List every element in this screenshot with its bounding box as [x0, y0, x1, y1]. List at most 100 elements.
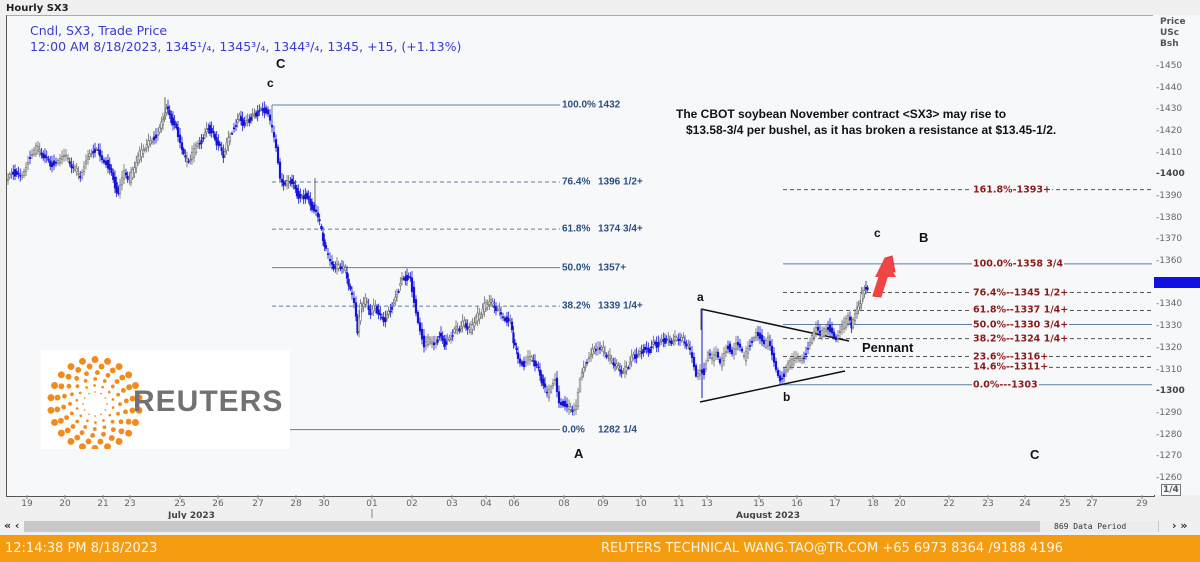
date-tick: 26: [212, 499, 224, 509]
fib-projection-label: 161.8%-1393+: [972, 184, 1052, 196]
fib-retracement-pct: 76.4%: [562, 176, 591, 188]
wave-label: B: [919, 230, 929, 245]
date-tick: 18: [867, 499, 879, 509]
date-tick: 22: [943, 499, 955, 509]
reuters-dots-icon: [47, 356, 143, 452]
fib-retracement-value: 1339 1/4+: [598, 300, 643, 312]
fib-projection-label: 0.0%---1303: [972, 379, 1039, 391]
date-tick: 23: [982, 499, 994, 509]
wave-label: c: [267, 76, 274, 90]
date-tick: 25: [174, 499, 186, 509]
fib-projection-label: 100.0%-1358 3/4: [972, 258, 1064, 270]
fib-retracement-value: 1432: [598, 99, 621, 111]
price-tick-1280: -1280: [1156, 429, 1183, 440]
fraction-toggle-button[interactable]: 1/4: [1161, 484, 1181, 496]
date-tick: 21: [97, 499, 109, 509]
axis-title-price: Price: [1160, 17, 1186, 27]
date-tick: 02: [406, 499, 418, 509]
date-tick: 29: [1136, 499, 1148, 509]
price-tick-1380: -1380: [1156, 212, 1183, 223]
date-tick: 03: [446, 499, 458, 509]
fib-projection-label: 76.4%--1345 1/2+: [972, 287, 1070, 299]
fib-retracement-pct: 61.8%: [562, 223, 591, 235]
analysis-note-line2: $13.58-3/4 per bushel, as it has broken …: [686, 123, 1057, 137]
price-tick-1330: -1330: [1156, 321, 1183, 332]
wave-label: b: [783, 390, 791, 404]
price-tick-1360: -1360: [1156, 256, 1183, 267]
fib-retracement-value: 1374 3/4+: [598, 223, 643, 235]
date-tick: 28: [290, 499, 302, 509]
date-tick: 19: [21, 499, 33, 509]
date-tick: 20: [894, 499, 906, 509]
scroll-thumb-data-period[interactable]: 869 Data Period: [1040, 521, 1158, 532]
price-tick-1270: -1270: [1156, 451, 1183, 462]
date-tick: 20: [59, 499, 71, 509]
fib-projection-label: 38.2%--1324 1/4+: [972, 333, 1070, 345]
date-tick: 13: [701, 499, 713, 509]
footer-timestamp: 12:14:38 PM 8/18/2023: [5, 541, 158, 556]
wave-label: C: [1030, 447, 1040, 462]
fib-projection-label: 23.6%--1316+: [972, 351, 1050, 362]
date-tick: 11: [673, 499, 685, 509]
price-tick-1290: -1290: [1156, 407, 1183, 418]
price-tick-1410: -1410: [1156, 147, 1183, 158]
pennant-label: Pennant: [862, 340, 914, 355]
month-label: July 2023: [168, 511, 215, 521]
date-tick: 06: [508, 499, 520, 509]
date-tick: 27: [252, 499, 264, 509]
wave-label: A: [574, 446, 584, 461]
price-tick-1440: -1440: [1156, 82, 1183, 93]
price-tick-1370: -1370: [1156, 234, 1183, 245]
scroll-left-buttons[interactable]: « ‹: [4, 519, 20, 532]
date-tick: 04: [480, 499, 492, 509]
price-tick-1390: -1390: [1156, 191, 1183, 202]
date-tick: 24: [1019, 499, 1031, 509]
axis-title-unit: USc: [1160, 28, 1180, 38]
date-tick: 30: [318, 499, 330, 509]
date-tick: 15: [753, 499, 765, 509]
footer-bar: 12:14:38 PM 8/18/2023 REUTERS TECHNICAL …: [0, 535, 1200, 562]
last-bar-readout: 12:00 AM 8/18/2023, 1345¹/₄, 1345³/₄, 13…: [30, 39, 462, 54]
fib-retracement-value: 1396 1/2+: [598, 176, 643, 188]
date-tick: 10: [635, 499, 647, 509]
window-title: Hourly SX3: [6, 3, 69, 14]
chart-series-label: Cndl, SX3, Trade Price: [30, 23, 168, 38]
date-tick: 01: [366, 499, 378, 509]
last-price-marker: [1154, 277, 1200, 288]
price-tick-1320: -1320: [1156, 342, 1183, 353]
footer-contact: REUTERS TECHNICAL WANG.TAO@TR.COM +65 69…: [601, 541, 1064, 556]
analysis-note-line1: The CBOT soybean November contract <SX3>…: [676, 107, 1007, 121]
price-tick-1450: -1450: [1156, 61, 1183, 71]
fib-projection-label: 14.6%--1311+: [972, 361, 1050, 373]
date-tick: 16: [791, 499, 803, 509]
price-tick-1430: -1430: [1156, 104, 1183, 115]
price-tick-1260: -1260: [1156, 472, 1183, 483]
wave-label: c: [874, 226, 881, 240]
fib-retracement-pct: 0.0%: [562, 424, 585, 436]
date-tick: 23: [124, 499, 136, 509]
fib-retracement-pct: 100.0%: [562, 99, 596, 111]
date-tick: 25: [1059, 499, 1071, 509]
price-tick-1420: -1420: [1156, 126, 1183, 137]
price-tick-1300: -1300: [1156, 386, 1185, 397]
reuters-logo: [41, 350, 290, 452]
axis-title-bushel: Bsh: [1160, 39, 1179, 49]
date-tick: 08: [558, 499, 570, 509]
price-tick-1400: -1400: [1156, 169, 1185, 180]
fib-projection-label: 50.0%--1330 3/4+: [972, 319, 1070, 331]
date-tick: 09: [597, 499, 609, 509]
month-label: August 2023: [736, 511, 801, 521]
price-axis-panel[interactable]: [1153, 15, 1200, 495]
scroll-right-buttons[interactable]: › »: [1172, 519, 1188, 532]
fib-retracement-value: 1282 1/4: [598, 424, 637, 436]
scroll-track[interactable]: [24, 521, 1159, 532]
date-tick: 27: [1086, 499, 1098, 509]
fib-retracement-pct: 38.2%: [562, 300, 591, 312]
price-tick-1310: -1310: [1156, 364, 1183, 375]
price-tick-1340: -1340: [1156, 299, 1183, 310]
reuters-logo-text: REUTERS: [133, 385, 284, 418]
fib-retracement-pct: 50.0%: [562, 262, 591, 274]
wave-label: C: [276, 56, 286, 71]
date-tick: 17: [829, 499, 841, 509]
